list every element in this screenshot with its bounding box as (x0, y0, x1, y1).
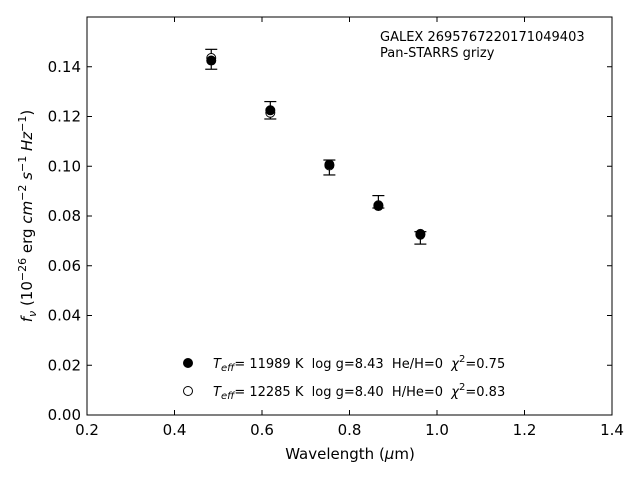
annotation-object-name: GALEX 2695767220171049403 (380, 30, 585, 45)
y-tick-label: 0.10 (48, 157, 81, 175)
y-tick-label: 0.12 (48, 108, 81, 126)
x-tick-label: 0.6 (250, 421, 274, 439)
model-point-filled (206, 55, 217, 66)
plot-frame (86, 16, 613, 416)
legend-label-2: Teff= 12285 K log g=8.40 H/He=0 χ2=0.83 (213, 382, 505, 402)
x-tick-label: 0.4 (163, 421, 187, 439)
y-tick-label: 0.06 (48, 257, 81, 275)
axis-ticks: 0.2 0.4 0.6 0.8 1.0 1.2 1.4 0.00 0.02 0.04 0.06 0.0… (48, 17, 624, 439)
model-point-filled (324, 159, 335, 170)
legend-label-1: Teff= 11989 K log g=8.43 He/H=0 χ2=0.75 (213, 354, 505, 374)
legend: Teff= 11989 K log g=8.43 He/H=0 χ2=0.75 … (183, 354, 505, 402)
annotation-survey: Pan-STARRS grizy (380, 46, 495, 61)
y-tick-label: 0.00 (48, 406, 81, 424)
x-tick-label: 0.8 (338, 421, 362, 439)
y-tick-label: 0.08 (48, 207, 81, 225)
legend-marker-filled (183, 358, 193, 368)
x-tick-label: 0.2 (75, 421, 99, 439)
x-tick-label: 1.4 (600, 421, 624, 439)
legend-marker-open (183, 386, 193, 396)
y-tick-label: 0.02 (48, 356, 81, 374)
y-axis-label: fν (10−26 erg cm−2 s−1 Hz−1) (16, 110, 39, 323)
model-point-filled (265, 105, 276, 116)
y-tick-label: 0.04 (48, 307, 81, 325)
x-tick-label: 1.0 (425, 421, 449, 439)
model-point-filled (415, 229, 426, 240)
x-axis-label: Wavelength (μm) (285, 445, 415, 463)
x-tick-label: 1.2 (513, 421, 537, 439)
data-marks (205, 48, 427, 245)
y-tick-label: 0.14 (48, 58, 81, 76)
model-point-filled (373, 201, 384, 212)
